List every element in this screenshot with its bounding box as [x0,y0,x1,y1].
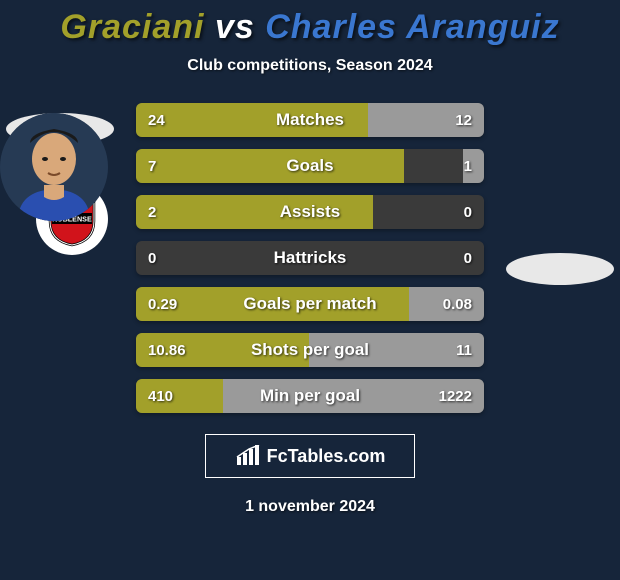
player2-avatar [0,113,108,221]
title-vs: vs [215,8,255,46]
bar-segment-left [136,103,368,137]
bar-segment-right [463,149,484,183]
stat-row: Hattricks0 0 [136,241,484,275]
title-player1: Graciani [60,8,204,46]
bar-segment-right [223,379,484,413]
bar-segment-right [368,103,484,137]
player-photo-icon [0,113,108,221]
comparison-title: Graciani vs Charles Aranguiz [0,0,620,47]
stat-row: Matches2412 [136,103,484,137]
stat-row: Goals71 [136,149,484,183]
bar-segment-left [136,379,223,413]
stat-row: Shots per goal10.8611 [136,333,484,367]
site-logo: FcTables.com [205,434,415,478]
stat-row: Goals per match0.290.08 [136,287,484,321]
footer-date: 1 november 2024 [0,498,620,516]
stat-row: Min per goal4101222 [136,379,484,413]
player2-team-oval [506,253,614,285]
bar-segment-left [136,195,373,229]
subtitle: Club competitions, Season 2024 [0,57,620,75]
bar-segment-left [136,149,404,183]
stat-bars: Matches2412Goals71Assists20Hattricks00Go… [136,103,484,425]
bar-segment-right [409,287,484,321]
stat-label: Hattricks [136,241,484,275]
bar-segment-right [309,333,484,367]
title-player2: Charles Aranguiz [265,8,559,46]
chart-icon [235,445,261,467]
bar-segment-left [136,287,409,321]
stat-row: Assists20 [136,195,484,229]
stat-value-right: 0 [464,195,472,229]
site-name: FcTables.com [267,446,386,467]
stat-value-right: 0 [464,241,472,275]
bar-segment-left [136,333,309,367]
stat-value-left: 0 [148,241,156,275]
